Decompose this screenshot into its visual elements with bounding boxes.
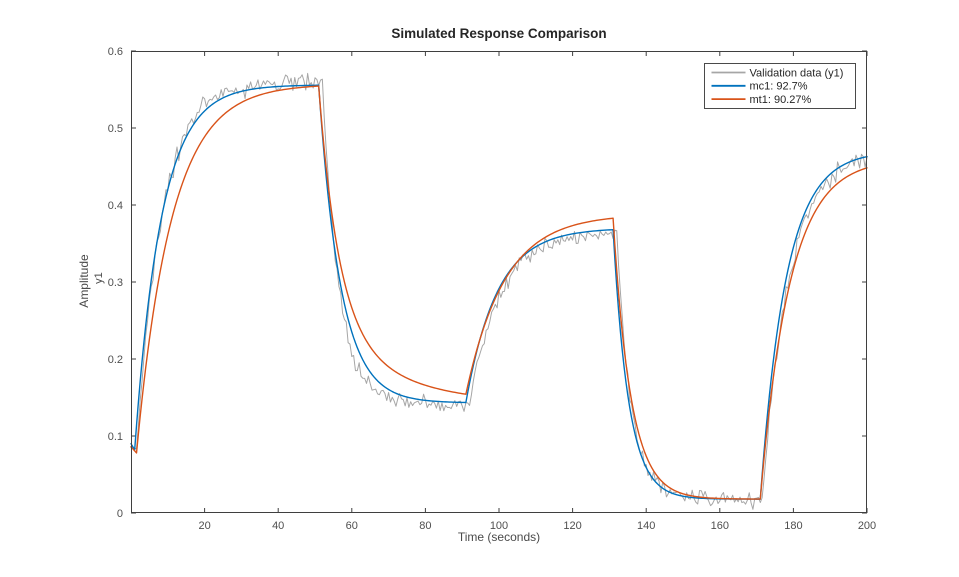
x-tick-label: 200 [858, 520, 876, 532]
x-tick-label: 20 [198, 520, 210, 532]
x-tick-label: 180 [784, 520, 802, 532]
plot-title: Simulated Response Comparison [391, 26, 607, 41]
x-tick-label: 100 [490, 520, 508, 532]
x-tick-label: 140 [637, 520, 655, 532]
x-axis-label: Time (seconds) [457, 530, 541, 544]
y-tick-label: 0 [117, 508, 123, 520]
y-axis-label: Amplitude [77, 254, 91, 308]
y-tick-label: 0.4 [108, 200, 123, 212]
plot-series [130, 72, 868, 510]
plot-border [131, 51, 867, 513]
legend-entry-1[interactable]: mc1: 92.7% [711, 81, 808, 93]
x-tick-label: 80 [419, 520, 431, 532]
x-tick-label: 40 [272, 520, 284, 532]
legend: Validation data (y1) mc1: 92.7%mt1: 90.27… [704, 63, 856, 109]
legend-entry-label: Validation data (y1) [750, 67, 844, 79]
legend-entry-0[interactable]: Validation data (y1) [711, 67, 844, 79]
series-line-0-validation-data-y1- [130, 72, 868, 510]
x-tick-label: 60 [346, 520, 358, 532]
y-tick-labels: 0 0.1 0.2 0.3 0.4 0.5 0.6 [108, 46, 123, 520]
y-tick-label: 0.3 [108, 277, 123, 289]
x-tick-labels: 20 40 60 80 100 120 140 160 180 200 [198, 520, 876, 532]
series-line-2-mt1 [130, 85, 868, 500]
y-tick-label: 0.6 [108, 46, 123, 58]
x-tick-label: 120 [563, 520, 581, 532]
y-tick-label: 0.1 [108, 431, 123, 443]
x-tick-label: 160 [711, 520, 729, 532]
legend-entry-label: mc1: 92.7% [750, 81, 808, 93]
y-tick-label: 0.2 [108, 354, 123, 366]
y-tick-label: 0.5 [108, 123, 123, 135]
y-axis-sublabel: y1 [93, 272, 105, 284]
legend-entry-2[interactable]: mt1: 90.27% [711, 94, 812, 106]
legend-entry-label: mt1: 90.27% [750, 94, 812, 106]
